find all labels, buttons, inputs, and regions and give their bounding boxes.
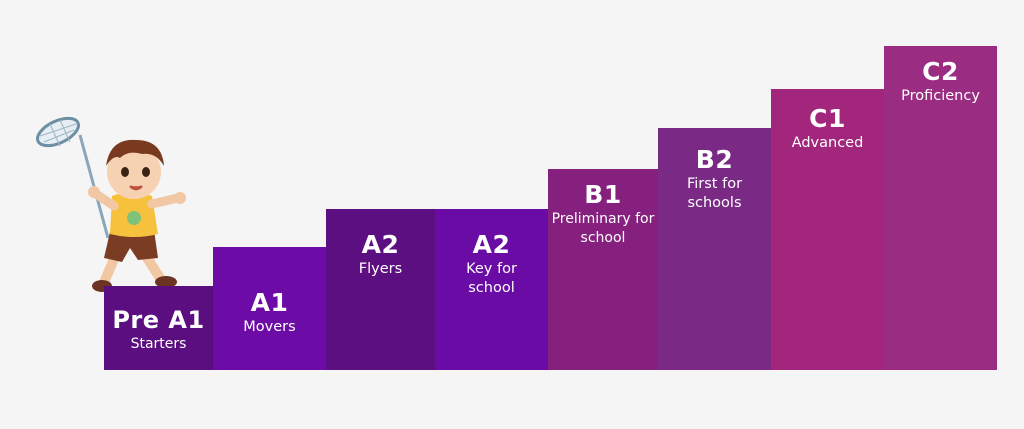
step-a1: A1 Movers bbox=[213, 247, 326, 370]
exam-label: Flyers bbox=[358, 261, 403, 277]
step-a2-key: A2 Key for school bbox=[435, 209, 548, 370]
step-c2: C2 Proficiency bbox=[884, 46, 997, 370]
exam-label: Proficiency bbox=[901, 88, 980, 104]
step-a2-flyers: A2 Flyers bbox=[326, 209, 435, 370]
level-label: Pre A1 bbox=[112, 306, 205, 334]
exam-label: Key for school bbox=[466, 261, 517, 296]
boy-with-net-illustration bbox=[36, 116, 186, 292]
level-label: B2 bbox=[695, 145, 734, 174]
step-pre-a1: Pre A1 Starters bbox=[104, 286, 213, 370]
step-b1: B1 Preliminary for school bbox=[548, 169, 658, 370]
level-label: A1 bbox=[250, 288, 289, 317]
level-label: A2 bbox=[361, 230, 400, 259]
level-label: B1 bbox=[584, 180, 622, 209]
step-c1: C1 Advanced bbox=[771, 89, 884, 370]
exam-label: Preliminary for school bbox=[551, 211, 655, 246]
exam-label: Movers bbox=[243, 319, 296, 335]
exam-label: Starters bbox=[130, 336, 187, 352]
level-label: C1 bbox=[809, 104, 846, 133]
step-b2: B2 First for schools bbox=[658, 128, 771, 370]
level-label: C2 bbox=[922, 57, 959, 86]
level-label: A2 bbox=[472, 230, 511, 259]
exam-label: First for schools bbox=[686, 176, 743, 211]
exam-label: Advanced bbox=[791, 135, 864, 151]
